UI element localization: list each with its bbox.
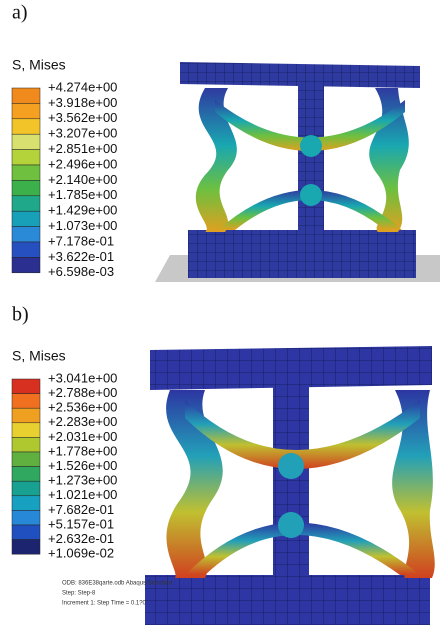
legend-swatch [12,496,40,511]
legend-label: +3.622e-01 [48,249,114,264]
legend-label: +7.682e-01 [48,502,114,517]
panel-label: a) [12,2,28,24]
legend-title: S, Mises [12,57,66,73]
legend-label: +4.274e+00 [48,79,117,94]
legend-label: +2.851e+00 [48,141,117,156]
legend-swatch [12,423,40,438]
legend-swatch [12,165,40,180]
model-a [155,62,440,282]
legend-label: +1.021e+00 [48,487,117,502]
footer-text: Increment 1: Step Time = 0.1?0 [62,601,147,607]
legend-label: +5.157e-01 [48,516,114,531]
legend-swatch [12,525,40,540]
legend-swatch [12,119,40,134]
legend-label: +1.785e+00 [48,187,117,202]
legend-label: +3.207e+00 [48,126,117,141]
legend-label: +3.918e+00 [48,95,117,110]
legend-label: +3.562e+00 [48,110,117,125]
legend-label: +2.283e+00 [48,414,117,429]
legend-label: +2.496e+00 [48,156,117,171]
legend-swatch [12,437,40,452]
footer-text: Step: Step-8 [62,591,96,597]
legend-label: +2.140e+00 [48,172,117,187]
legend-label: +6.598e-03 [48,264,114,279]
legend-swatch [12,257,40,272]
legend-label: +2.632e-01 [48,531,114,546]
model-b [145,346,435,625]
legend-swatch [12,510,40,525]
figure: a) S, Mises +4.274e+00+3.918e+00+3.562e+00… [0,0,446,627]
legends: a) S, Mises +4.274e+00+3.918e+00+3.562e+00… [12,2,172,607]
legend-title: S, Mises [12,348,66,364]
legend-swatch [12,452,40,467]
legend-swatch [12,180,40,195]
legend-swatch [12,408,40,423]
legend-swatch [12,467,40,482]
legend-label: +2.031e+00 [48,429,117,444]
footer-text: ODB: 836E38qarte.odb Abaqus/Standard [62,581,172,587]
legend-swatch [12,150,40,165]
legend-label: +7.178e-01 [48,233,114,248]
panel-label: b) [12,304,29,326]
legend-swatch [12,379,40,394]
legend-swatch [12,394,40,409]
legend-swatch [12,540,40,555]
legend-label: +1.778e+00 [48,443,117,458]
legend-swatch [12,211,40,226]
legend-swatch [12,134,40,149]
legend-label: +1.073e+00 [48,218,117,233]
legend-label: +1.526e+00 [48,458,117,473]
legend-label: +1.429e+00 [48,203,117,218]
legend-swatch [12,227,40,242]
legend-swatch [12,88,40,103]
legend-label: +1.273e+00 [48,473,117,488]
legend-swatch [12,481,40,496]
legend-swatch [12,242,40,257]
legend-label: +2.536e+00 [48,400,117,415]
legend-swatch [12,103,40,118]
legend-label: +2.788e+00 [48,385,117,400]
legend-label: +3.041e+00 [48,370,117,385]
legend-label: +1.069e-02 [48,546,114,561]
legend-swatch [12,196,40,211]
